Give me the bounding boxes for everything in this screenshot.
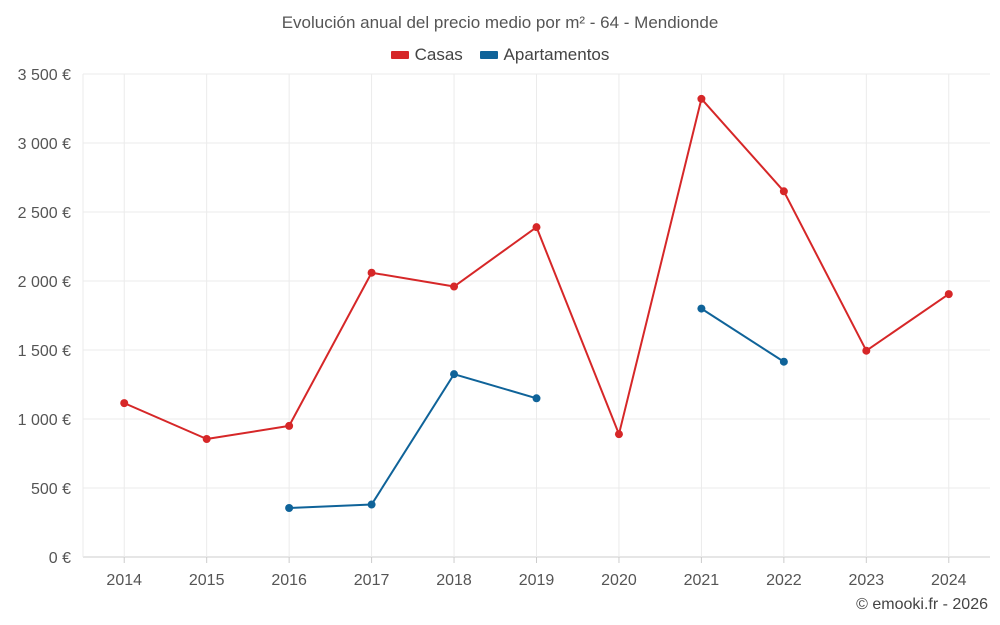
data-point-casas [450, 282, 459, 291]
x-tick-label: 2017 [354, 572, 390, 589]
chart-title: Evolución anual del precio medio por m² … [281, 13, 719, 32]
y-tick-label: 1 500 € [18, 343, 71, 360]
data-point-apartamentos [697, 304, 706, 313]
y-tick-label: 2 500 € [18, 205, 71, 222]
y-tick-label: 2 000 € [18, 274, 71, 291]
legend-item-apartamentos[interactable]: Apartamentos [479, 45, 610, 65]
data-point-casas [862, 346, 871, 355]
legend: Casas Apartamentos [0, 44, 1000, 65]
data-point-casas [779, 187, 788, 196]
data-point-casas [120, 399, 129, 408]
legend-label-casas: Casas [414, 45, 463, 64]
y-tick-label: 3 500 € [18, 67, 71, 84]
grid-layer [82, 73, 990, 558]
data-point-casas [367, 268, 376, 277]
y-tick-label: 1 000 € [18, 412, 71, 429]
legend-item-casas[interactable]: Casas [390, 45, 463, 65]
axis-layer: 0 € 500 € 1 000 € 1 500 € 2 000 € 2 500 € 3 00… [18, 67, 967, 589]
credit-text: © emooki.fr - 2026 [856, 596, 988, 613]
data-point-apartamentos [367, 500, 376, 509]
series-line-apartamentos [289, 373, 537, 510]
data-point-apartamentos [532, 394, 541, 403]
x-tick-label: 2019 [519, 572, 555, 589]
legend-swatch-apartamentos [479, 51, 498, 59]
data-point-casas [532, 223, 541, 232]
legend-swatch-casas [390, 51, 409, 59]
legend-label-apartamentos: Apartamentos [503, 45, 610, 64]
data-point-casas [202, 435, 211, 444]
x-tick-label: 2024 [931, 572, 967, 589]
series-line-apartamentos [700, 307, 785, 363]
x-tick-label: 2023 [849, 572, 885, 589]
data-point-apartamentos [779, 357, 788, 366]
data-point-casas [614, 430, 623, 439]
x-tick-label: 2014 [106, 572, 142, 589]
y-tick-label: 0 € [49, 550, 71, 567]
series-layer [120, 94, 953, 513]
data-point-casas [285, 421, 294, 430]
x-tick-label: 2018 [436, 572, 472, 589]
x-tick-label: 2022 [766, 572, 802, 589]
data-point-casas [697, 94, 706, 103]
y-tick-label: 500 € [31, 481, 71, 498]
y-tick-label: 3 000 € [18, 136, 71, 153]
x-tick-label: 2015 [189, 572, 225, 589]
data-point-casas [944, 290, 953, 299]
data-point-apartamentos [450, 370, 459, 379]
x-tick-label: 2016 [271, 572, 307, 589]
x-tick-label: 2021 [684, 572, 720, 589]
data-point-apartamentos [285, 504, 294, 513]
x-tick-label: 2020 [601, 572, 637, 589]
